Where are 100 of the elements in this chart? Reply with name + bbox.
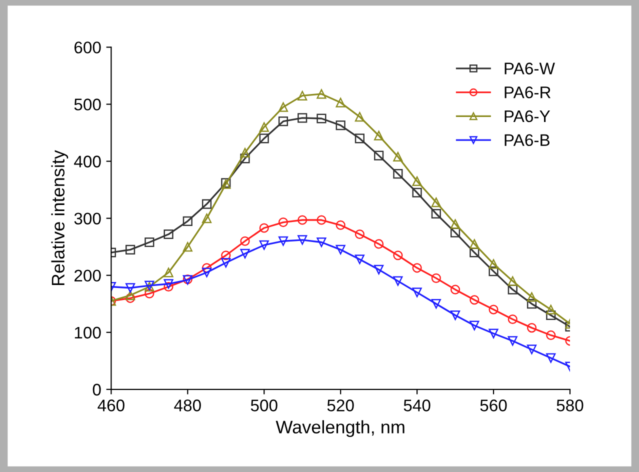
- point: [431, 299, 441, 309]
- point: [221, 250, 231, 260]
- point: [144, 237, 154, 248]
- point: [450, 284, 460, 294]
- point: [488, 259, 498, 269]
- point: [202, 268, 212, 278]
- point: [431, 273, 441, 283]
- x-tick-label: 520: [327, 400, 354, 412]
- point: [298, 90, 308, 100]
- point: [393, 152, 403, 162]
- point: [144, 288, 154, 298]
- point: [431, 198, 441, 208]
- point: [259, 223, 269, 233]
- point: [508, 314, 518, 324]
- y-tick-label: 500: [74, 98, 101, 110]
- point: [298, 215, 308, 225]
- point: [393, 250, 403, 260]
- point: [546, 353, 556, 363]
- y-axis-title: Relative intensity: [51, 150, 68, 286]
- point: [298, 235, 308, 245]
- point: [488, 304, 498, 314]
- point: [470, 320, 480, 330]
- point: [126, 244, 136, 254]
- y-tick-label: 200: [74, 270, 101, 282]
- point: [526, 292, 537, 302]
- y-tick-label: 400: [74, 156, 101, 168]
- point: [450, 310, 460, 320]
- point: [354, 254, 364, 264]
- point: [164, 282, 174, 292]
- point: [164, 229, 174, 240]
- point: [240, 248, 250, 258]
- point: [546, 310, 556, 320]
- point: [164, 279, 174, 289]
- x-tick-label: 500: [250, 400, 278, 412]
- point: [164, 268, 174, 278]
- point: [259, 122, 269, 132]
- point: [546, 304, 556, 314]
- point: [336, 120, 346, 130]
- legend-label: PA6-B: [504, 134, 550, 146]
- point: [259, 134, 269, 144]
- point: [374, 239, 384, 249]
- point: [336, 244, 346, 254]
- point: [450, 219, 460, 229]
- x-axis-title: Wavelength, nm: [276, 420, 404, 438]
- point: [316, 114, 326, 124]
- point: [412, 188, 422, 198]
- x-tick-label: 460: [98, 400, 124, 412]
- point: [182, 216, 192, 226]
- point: [508, 276, 518, 286]
- point: [240, 148, 250, 158]
- y-tick-label: 0: [92, 384, 101, 396]
- point: [508, 336, 518, 346]
- point: [278, 102, 288, 112]
- y-tick-label: 100: [74, 326, 101, 339]
- point: [354, 112, 364, 122]
- point: [412, 288, 422, 298]
- point: [336, 220, 346, 230]
- point: [488, 266, 498, 276]
- point: [412, 176, 422, 186]
- point: [316, 237, 326, 248]
- point: [316, 215, 326, 225]
- x-tick-label: 580: [556, 400, 584, 412]
- point: [354, 134, 364, 144]
- point: [278, 218, 288, 228]
- x-tick-label: 560: [480, 400, 507, 412]
- point: [526, 299, 537, 309]
- point: [126, 293, 136, 303]
- legend-label: PA6-R: [504, 86, 551, 98]
- point: [488, 328, 498, 338]
- point: [470, 239, 480, 249]
- point: [374, 150, 384, 160]
- point: [298, 113, 308, 123]
- point: [278, 116, 288, 126]
- point: [202, 214, 212, 224]
- point: [202, 199, 212, 209]
- x-tick-label: 540: [404, 400, 430, 412]
- point: [546, 330, 556, 340]
- point: [526, 323, 537, 333]
- point: [316, 89, 326, 99]
- y-tick-label: 300: [74, 212, 101, 225]
- point: [126, 290, 136, 300]
- point: [374, 264, 384, 274]
- point: [126, 283, 136, 293]
- point: [393, 276, 403, 286]
- point: [470, 295, 480, 305]
- x-tick-label: 480: [174, 400, 201, 412]
- point: [526, 344, 537, 354]
- point: [240, 154, 250, 164]
- point: [259, 240, 269, 250]
- legend-label: PA6-Y: [504, 110, 550, 122]
- point: [240, 236, 250, 246]
- legend-label: PA6-W: [504, 62, 555, 74]
- point: [393, 169, 403, 179]
- point: [412, 263, 422, 273]
- point: [431, 208, 441, 219]
- point: [374, 130, 384, 140]
- point: [278, 236, 288, 246]
- point: [354, 229, 364, 240]
- point: [221, 258, 231, 268]
- y-tick-label: 600: [74, 42, 101, 54]
